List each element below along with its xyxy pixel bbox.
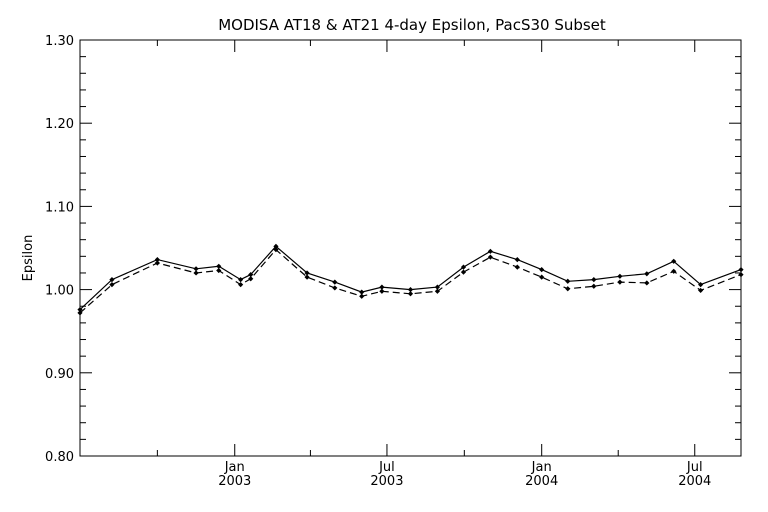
y-axis-label: Epsilon — [21, 235, 36, 282]
chart-title: MODISA AT18 & AT21 4-day Epsilon, PacS30… — [218, 16, 606, 34]
series-layer — [77, 243, 744, 316]
data-point — [565, 278, 571, 284]
data-point — [434, 288, 441, 294]
data-point — [644, 280, 650, 286]
data-point — [273, 247, 279, 253]
data-point — [671, 258, 677, 264]
data-point — [617, 279, 623, 285]
data-point — [77, 306, 83, 313]
x-tick-month: Jul — [686, 460, 703, 475]
y-tick-label: 1.20 — [45, 117, 74, 132]
x-tick-year: 2004 — [525, 474, 558, 489]
data-point — [332, 279, 338, 285]
data-point — [273, 243, 279, 249]
data-point — [238, 277, 244, 283]
y-tick-label: 1.10 — [45, 200, 74, 215]
data-point — [359, 293, 365, 299]
plot-frame — [79, 39, 742, 457]
data-point — [193, 266, 199, 272]
data-point — [460, 269, 467, 275]
y-tick-label: 1.30 — [45, 34, 74, 49]
data-point — [698, 287, 704, 294]
data-point — [407, 287, 414, 293]
data-point — [238, 282, 244, 288]
data-point — [248, 276, 254, 282]
x-tick-month: Jan — [531, 460, 552, 475]
data-point — [332, 285, 338, 291]
data-point — [460, 264, 467, 270]
data-point — [644, 271, 650, 277]
x-tick-year: 2003 — [370, 474, 403, 489]
data-point — [565, 286, 571, 292]
data-point — [379, 284, 385, 290]
y-axis: 0.80 0.90 1.00 1.10 1.20 1.30 — [45, 34, 741, 465]
data-point — [591, 283, 597, 289]
x-tick-month: Jan — [224, 460, 245, 475]
x-tick-year: 2004 — [678, 474, 711, 489]
y-tick-label: 0.90 — [45, 367, 74, 382]
x-tick-month: Jul — [378, 460, 395, 475]
data-point — [514, 257, 520, 263]
data-point — [487, 254, 493, 260]
series-line-dashed — [79, 248, 742, 314]
data-point — [434, 284, 441, 290]
data-point — [154, 257, 160, 263]
data-point — [304, 274, 310, 280]
data-point — [671, 268, 677, 274]
data-point — [698, 282, 704, 288]
data-point — [359, 289, 365, 295]
data-point — [304, 270, 310, 276]
series-line-solid — [79, 245, 742, 311]
data-point — [738, 272, 744, 278]
data-point — [539, 267, 545, 273]
data-point — [216, 263, 222, 269]
data-point — [193, 270, 199, 276]
data-point — [154, 260, 160, 266]
data-point — [591, 277, 597, 283]
y-tick-label: 0.80 — [45, 450, 74, 465]
data-point — [77, 310, 83, 316]
data-point — [248, 272, 254, 278]
data-point — [539, 274, 545, 280]
y-tick-label: 1.00 — [45, 284, 74, 299]
data-point — [617, 273, 623, 279]
data-point — [379, 288, 385, 294]
data-point — [216, 267, 222, 274]
data-point — [109, 282, 115, 288]
data-point — [109, 277, 115, 283]
x-tick-year: 2003 — [218, 474, 251, 489]
data-point — [738, 267, 744, 273]
data-point — [487, 248, 493, 254]
data-point — [514, 264, 520, 270]
data-point — [407, 291, 414, 297]
